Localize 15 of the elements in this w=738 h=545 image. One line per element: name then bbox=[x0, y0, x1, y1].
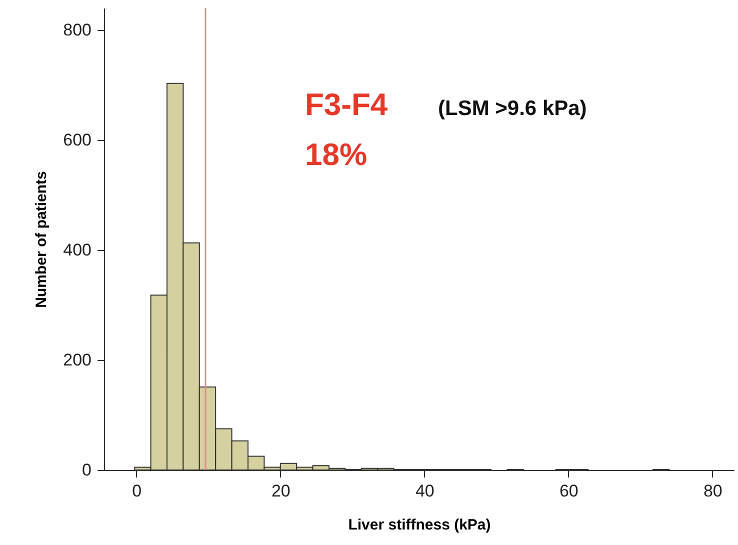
annotation: F3-F4 bbox=[305, 87, 388, 122]
x-tick-label: 20 bbox=[271, 482, 290, 500]
annotation: 18% bbox=[305, 137, 368, 172]
x-tick-label: 40 bbox=[415, 482, 434, 500]
x-tick-label: 0 bbox=[132, 482, 142, 500]
x-tick-label: 80 bbox=[703, 482, 722, 500]
y-tick-label: 200 bbox=[63, 350, 92, 370]
x-tick-label: 60 bbox=[559, 482, 578, 500]
x-axis-title: Liver stiffness (kPa) bbox=[348, 516, 491, 534]
y-tick-label: 800 bbox=[63, 20, 92, 40]
y-tick-label: 0 bbox=[82, 460, 92, 480]
y-axis-title: Number of patients bbox=[33, 171, 50, 308]
y-tick-label: 400 bbox=[63, 240, 92, 260]
annotation: (LSM >9.6 kPa) bbox=[438, 97, 587, 120]
y-tick-label: 600 bbox=[63, 130, 92, 150]
